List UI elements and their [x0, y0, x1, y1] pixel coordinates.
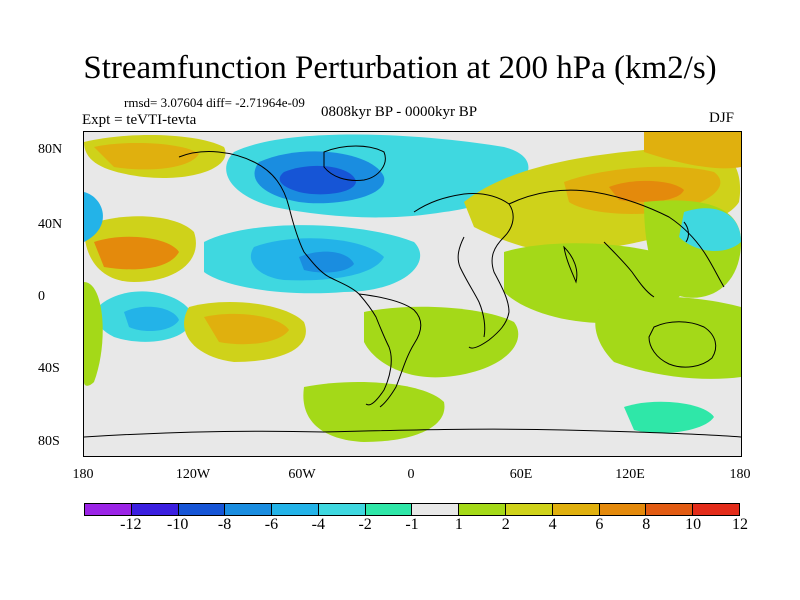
europe-africa-coast — [413, 193, 514, 349]
period-label: 0808kyr BP - 0000kyr BP — [321, 104, 478, 120]
india-coast — [563, 245, 578, 284]
map-panel — [83, 131, 742, 457]
y-tick-80s: 80S — [38, 434, 60, 449]
arctic-west-positive-core — [94, 142, 199, 170]
x-tick-180e: 180 — [729, 467, 751, 482]
colorbar-label: 1 — [454, 516, 463, 533]
colorbar-swatch — [506, 504, 553, 515]
tropical-negative-center — [299, 251, 354, 273]
colorbar-swatch — [693, 504, 739, 515]
colorbar-label: 2 — [501, 516, 510, 533]
south-pacific-center-negative-core — [124, 306, 179, 332]
colorbar-label: -8 — [217, 516, 232, 533]
australia-positive — [595, 296, 741, 379]
colorbar-swatch — [412, 504, 460, 515]
colorbar-label: 8 — [642, 516, 651, 533]
japan-coast — [683, 221, 689, 243]
asia-high-center — [609, 180, 684, 202]
colorbar-label: -2 — [358, 516, 372, 533]
colorbar-label: -6 — [264, 516, 279, 533]
colorbar-label: -10 — [167, 516, 189, 533]
south-pacific-positive — [84, 282, 103, 386]
south-pacific-negative — [84, 192, 103, 242]
x-tick-60w: 60W — [288, 467, 316, 482]
chart-title: Streamfunction Perturbation at 200 hPa (… — [83, 50, 717, 86]
south-america-coast — [358, 293, 422, 408]
y-tick-0: 0 — [38, 289, 45, 304]
coastlines — [84, 145, 741, 438]
streamfunction-map — [84, 132, 741, 456]
east-pacific-negative — [679, 208, 741, 252]
north-america-low-center — [279, 165, 356, 195]
colorbar-swatch — [646, 504, 694, 515]
colorbar-label: 6 — [595, 516, 604, 533]
colorbar-swatch — [365, 504, 413, 515]
colorbar-label: -4 — [311, 516, 325, 533]
x-tick-120e: 120E — [615, 467, 645, 482]
colorbar-swatch — [552, 504, 600, 515]
southeast-pacific-positive-core — [204, 313, 289, 345]
southeast-asia-coast — [603, 241, 655, 298]
southern-ocean-positive — [303, 382, 445, 442]
greenland-coast — [323, 145, 386, 181]
arctic-east-positive — [644, 132, 741, 169]
x-tick-120w: 120W — [175, 467, 211, 482]
x-tick-60e: 60E — [509, 467, 533, 482]
colorbar-label: -12 — [120, 516, 142, 533]
southern-ocean-negative — [624, 401, 714, 434]
stats-text: rmsd= 3.07604 diff= -2.71964e-09 — [124, 95, 305, 110]
asia-coast — [508, 189, 725, 288]
y-tick-80n: 80N — [38, 142, 63, 157]
antarctica-coast — [84, 428, 741, 438]
colorbar-swatch — [178, 504, 226, 515]
colorbar-swatch — [272, 504, 319, 515]
colorbar-label: 12 — [732, 516, 748, 533]
colorbar-label: 10 — [685, 516, 702, 533]
x-tick-180w: 180 — [72, 467, 94, 482]
colorbar-swatch — [459, 504, 507, 515]
y-tick-40s: 40S — [38, 361, 60, 376]
colorbar-swatch — [599, 504, 647, 515]
pacific-positive-core — [94, 236, 179, 270]
season-label: DJF — [709, 110, 735, 126]
colorbar-swatch — [85, 504, 132, 515]
anomaly-fields — [84, 132, 741, 442]
colorbar-label: -1 — [405, 516, 419, 533]
south-atlantic-positive — [364, 306, 519, 378]
colorbar — [84, 503, 740, 516]
africa-west-coast — [457, 236, 486, 338]
north-america-coast — [178, 151, 392, 406]
colorbar-swatch — [131, 504, 179, 515]
y-tick-40n: 40N — [38, 217, 63, 232]
experiment-label: Expt = teVTI-tevta — [82, 112, 197, 128]
x-tick-0: 0 — [407, 467, 415, 482]
australia-coast — [648, 321, 717, 368]
colorbar-label: 4 — [548, 516, 557, 533]
colorbar-swatch — [318, 504, 366, 515]
colorbar-swatch — [225, 504, 273, 515]
